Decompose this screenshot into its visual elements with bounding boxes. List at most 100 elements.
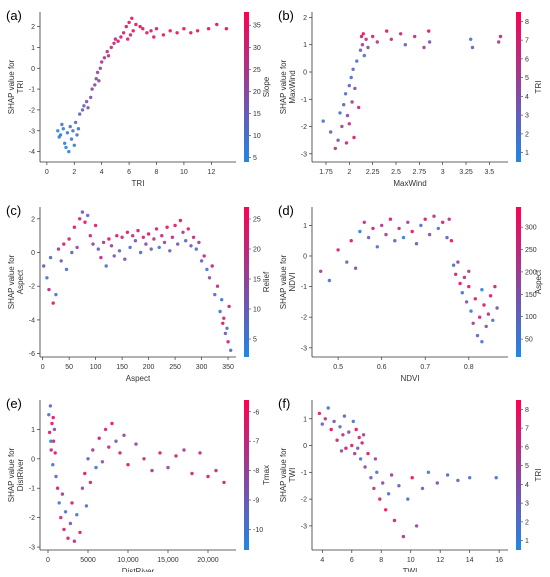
data-point [66,536,70,540]
y-tick-label: -3 [301,151,307,158]
data-point [341,433,345,437]
data-point [384,508,388,512]
data-point [221,321,225,325]
data-point [397,226,401,231]
x-tick-label: 3 [441,169,445,176]
data-point [88,480,93,485]
data-point [83,220,87,224]
data-point [362,220,366,224]
data-point [62,527,66,532]
data-point [62,242,66,246]
data-point [175,31,179,35]
data-point [321,119,325,123]
data-point [114,439,118,443]
colorbar-tick-label: 7 [525,38,529,45]
data-point [222,316,226,320]
data-point [83,471,87,476]
x-tick-label: 350 [222,364,234,371]
data-point [393,239,397,243]
data-point [112,41,116,45]
data-point [115,234,119,238]
data-point [78,112,82,116]
y-tick-label: 0 [31,456,35,463]
data-point [327,278,332,283]
data-point [364,37,368,41]
data-point [57,501,61,505]
data-point [131,29,135,33]
data-point [445,235,449,240]
data-point [359,34,364,39]
x-tick-label: 1.75 [319,169,333,176]
data-point [197,240,201,245]
colorbar-label: Relief [262,271,271,292]
data-point [51,301,55,305]
data-point [166,465,170,470]
y-tick-label: -2 [301,124,307,131]
data-point [385,29,389,33]
data-point [68,521,73,526]
y-tick-label: -1 [29,486,35,493]
data-point [375,245,379,249]
data-point [406,220,410,224]
data-point [91,242,95,246]
data-point [97,436,101,440]
data-point [189,31,193,35]
panel-5: (e)0 5000 10,000 15,000 20,000-3-2-101DistRi… [6,396,271,576]
panel-label: (f) [278,396,290,411]
data-point [349,75,353,80]
data-point [460,291,464,295]
colorbar-tick-label: -6 [253,409,259,416]
y-tick-label: -1 [301,470,307,477]
data-point [470,45,475,50]
panel-label: (c) [6,203,21,218]
panel-label: (b) [278,8,294,23]
data-point [174,454,178,458]
data-point [105,49,109,54]
data-point [380,223,384,228]
data-point [491,318,495,322]
x-tick-label: 12 [207,169,215,176]
data-point [406,497,410,501]
data-point [89,95,93,100]
x-tick-label: 15,000 [157,557,179,564]
data-point [410,229,414,234]
data-point [494,476,498,480]
data-point [432,214,436,218]
colorbar-tick-label: 200 [525,269,537,276]
y-tick-label: 2 [303,15,307,22]
x-tick-label: 2 [347,169,351,176]
data-point [360,43,365,47]
data-point [141,27,145,31]
data-point [91,448,95,452]
data-point [125,230,130,234]
data-point [102,56,107,60]
data-point [386,492,391,496]
x-tick-label: 300 [196,364,208,371]
data-point [420,486,425,491]
data-point [150,468,154,473]
colorbar-tick-label: 6 [525,444,529,451]
colorbar-tick-label: 10 [253,307,261,314]
data-point [488,294,493,298]
data-point [146,232,151,236]
y-tick-label: 0 [31,250,35,257]
data-point [119,35,123,39]
data-point [320,422,324,426]
data-point [131,234,135,238]
y-tick-label: 2 [31,24,35,31]
y-tick-label: 0 [303,70,307,77]
data-point [467,284,471,289]
x-axis-label: TRI [132,179,145,188]
x-tick-label: 0.7 [420,364,430,371]
y-axis-label: SHAP value forDistRiver [7,447,25,502]
data-point [349,239,353,243]
data-point [467,269,471,273]
data-point [72,143,77,147]
data-point [145,31,149,35]
data-point [326,406,330,410]
data-point [69,137,74,141]
colorbar-tick-label: 1 [525,150,529,157]
y-axis-label: SHAP value forTWI [279,447,297,502]
y-tick-label: -2 [301,497,307,504]
